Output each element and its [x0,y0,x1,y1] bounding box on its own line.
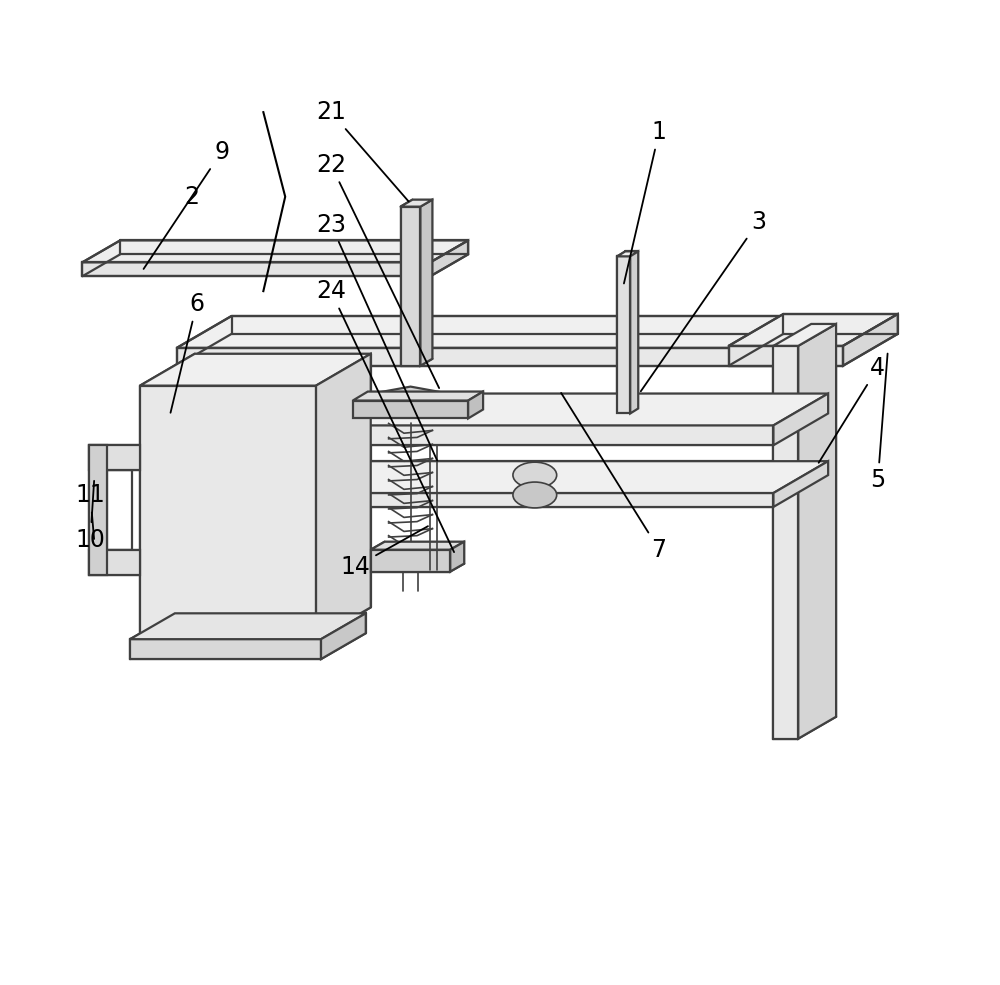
Text: 7: 7 [561,393,667,561]
Polygon shape [321,614,366,659]
Polygon shape [316,354,371,639]
Text: 1: 1 [624,120,667,284]
Polygon shape [371,542,464,550]
Polygon shape [89,445,140,470]
Polygon shape [773,461,828,507]
Ellipse shape [513,482,557,508]
Polygon shape [450,542,464,571]
Polygon shape [630,251,638,414]
Text: 10: 10 [75,481,105,552]
Polygon shape [82,240,468,262]
Polygon shape [353,401,468,419]
Polygon shape [371,550,450,571]
Polygon shape [89,550,140,574]
Text: 5: 5 [870,354,888,492]
Text: 21: 21 [316,100,409,202]
Polygon shape [401,200,432,207]
Text: 3: 3 [641,210,766,391]
Polygon shape [177,426,773,445]
Text: 6: 6 [171,293,204,413]
Polygon shape [177,348,788,365]
Text: 23: 23 [316,213,437,461]
Polygon shape [617,251,638,256]
Polygon shape [729,346,843,365]
Polygon shape [617,256,630,414]
Text: 14: 14 [341,526,428,578]
Text: 24: 24 [316,279,454,553]
Polygon shape [773,394,828,445]
Polygon shape [798,324,836,739]
Polygon shape [372,386,449,415]
Text: 4: 4 [819,356,885,463]
Polygon shape [130,614,366,639]
Polygon shape [729,314,898,346]
Polygon shape [788,316,843,365]
Text: 2: 2 [184,184,199,209]
Polygon shape [177,394,828,426]
Ellipse shape [513,462,557,488]
Polygon shape [843,314,898,365]
Polygon shape [401,207,420,365]
Text: 11: 11 [75,483,105,539]
Text: 9: 9 [144,140,229,269]
Polygon shape [773,324,836,346]
Polygon shape [140,385,316,639]
Polygon shape [177,493,773,507]
Polygon shape [89,445,107,574]
Polygon shape [177,316,843,348]
Text: 22: 22 [316,153,439,388]
Polygon shape [177,461,828,493]
Polygon shape [353,392,483,401]
Polygon shape [468,392,483,419]
Polygon shape [82,262,430,276]
Polygon shape [140,354,371,385]
Polygon shape [773,346,798,739]
Polygon shape [430,240,468,276]
Polygon shape [420,200,432,365]
Polygon shape [130,639,321,659]
